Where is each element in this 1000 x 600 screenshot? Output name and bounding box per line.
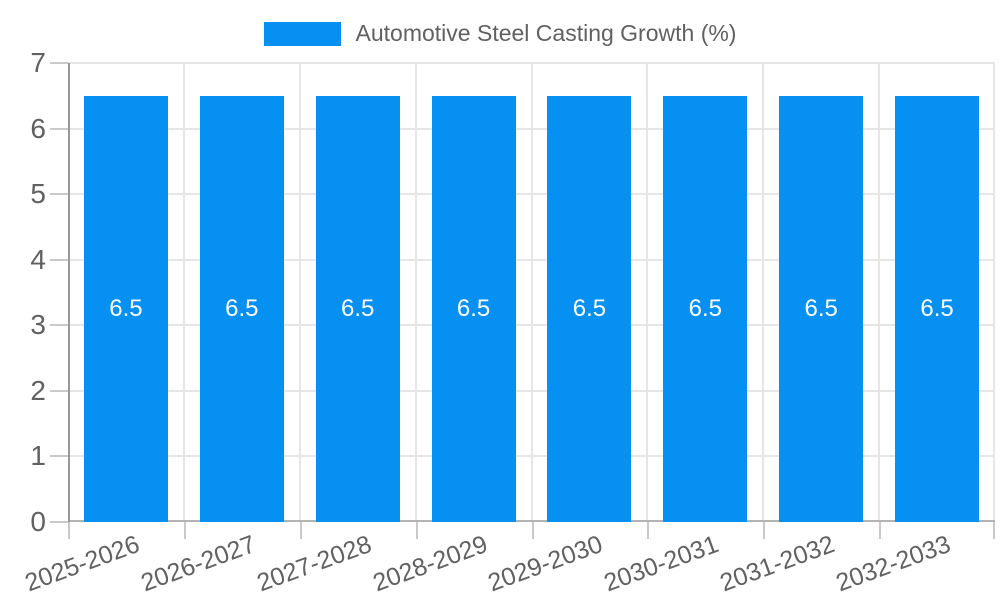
- gridline-v: [762, 63, 764, 522]
- bar-value-label: 6.5: [920, 294, 954, 322]
- gridline-v: [878, 63, 880, 522]
- y-axis-tick: [50, 521, 68, 523]
- y-axis-label: 6: [30, 112, 46, 144]
- y-axis-tick: [50, 193, 68, 196]
- bar-value-label: 6.5: [109, 294, 143, 322]
- bar[interactable]: [663, 95, 748, 522]
- bar-value-label: 6.5: [688, 294, 722, 322]
- x-axis-tick: [647, 522, 649, 539]
- y-axis-label: 7: [30, 47, 46, 78]
- bar[interactable]: [199, 95, 284, 522]
- gridline-v: [646, 63, 648, 522]
- y-axis-tick: [50, 127, 68, 130]
- bar[interactable]: [779, 95, 864, 522]
- x-axis-tick: [993, 522, 995, 539]
- y-axis-tick: [50, 258, 68, 261]
- bar[interactable]: [431, 95, 516, 522]
- y-axis-label: 0: [30, 506, 46, 537]
- y-axis-tick: [50, 324, 68, 327]
- bar[interactable]: [547, 95, 632, 522]
- x-axis-tick: [68, 522, 70, 539]
- x-axis-tick: [879, 522, 881, 539]
- x-axis-tick: [763, 522, 765, 539]
- gridline-v: [183, 63, 185, 522]
- gridline-v: [531, 63, 533, 522]
- y-axis-tick: [50, 389, 68, 392]
- y-axis-label: 4: [30, 243, 46, 275]
- y-axis-label: 1: [30, 440, 46, 472]
- legend-label: Automotive Steel Casting Growth (%): [355, 20, 737, 46]
- x-axis-tick: [532, 522, 534, 539]
- y-axis-tick: [50, 455, 68, 458]
- bar-value-label: 6.5: [572, 294, 607, 322]
- gridline-v: [415, 63, 417, 522]
- plot-area: 6.5 6.5 6.5 6.5 6.5 6.5 6.5 6.5: [50, 62, 995, 539]
- bar-value-label: 6.5: [456, 294, 491, 322]
- chart-legend: Automotive Steel Casting Growth (%): [0, 20, 1000, 47]
- bar[interactable]: [895, 95, 980, 522]
- bar-value-label: 6.5: [225, 294, 259, 322]
- gridline-v: [299, 63, 301, 522]
- bar[interactable]: [315, 95, 400, 522]
- x-axis-tick: [416, 522, 418, 539]
- bar-value-label: 6.5: [341, 294, 375, 322]
- bar[interactable]: [83, 95, 168, 522]
- x-axis-line: [68, 520, 995, 522]
- y-axis-label: 3: [30, 309, 46, 341]
- y-axis-label: 5: [30, 178, 46, 210]
- bar-value-label: 6.5: [804, 294, 838, 322]
- y-axis-label: 2: [30, 374, 46, 406]
- gridline-v: [993, 63, 995, 522]
- y-axis-tick: [50, 62, 68, 64]
- legend-swatch: [263, 21, 341, 46]
- x-axis-tick: [300, 522, 302, 539]
- y-axis-line: [68, 63, 70, 522]
- x-axis-tick: [184, 522, 186, 539]
